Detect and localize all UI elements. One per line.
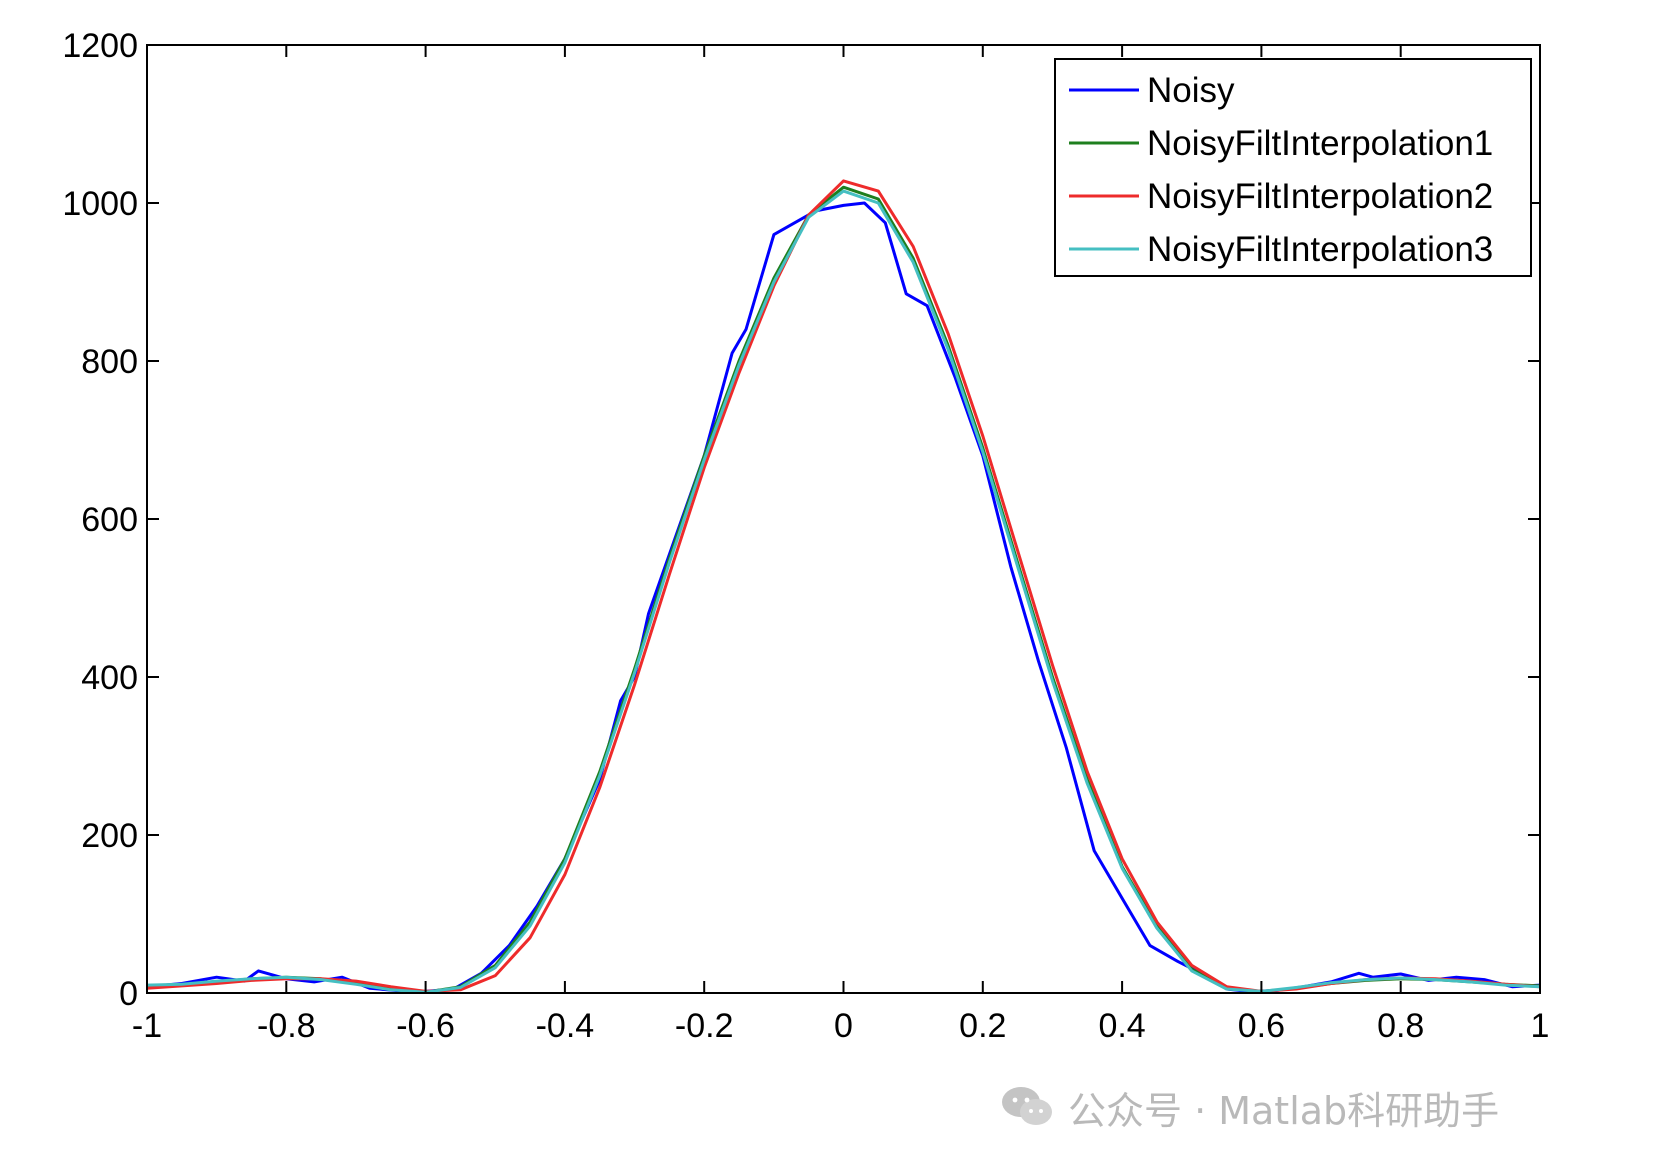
x-tick-label: 1	[1531, 1007, 1550, 1045]
watermark: 公众号 · Matlab科研助手	[1000, 1082, 1500, 1133]
series-layer	[146, 179, 1541, 994]
series-line-2	[146, 185, 1541, 994]
x-tick-label: 0.6	[1238, 1007, 1285, 1045]
legend: Noisy NoisyFiltInterpolation1 NoisyFiltInt…	[1054, 58, 1532, 277]
y-tick-label: 1200	[62, 27, 138, 65]
y-tick-label: 400	[81, 659, 138, 697]
y-tick-label: 1000	[62, 185, 138, 223]
legend-label: NoisyFiltInterpolation3	[1147, 230, 1493, 269]
x-tick-label: -1	[132, 1007, 162, 1045]
wechat-icon	[1002, 1087, 1052, 1125]
y-tick-label: 200	[81, 817, 138, 855]
x-tick-label: 0.4	[1098, 1007, 1145, 1045]
x-tick-label: 0.2	[959, 1007, 1006, 1045]
y-tick-label: 0	[119, 975, 138, 1013]
ticks-layer: -1 -0.8 -0.6 -0.4 -0.2 0 0.2 0.4 0.6 0.8 1 0 200 400 6…	[62, 27, 1549, 1045]
y-tick-label: 800	[81, 343, 138, 381]
x-tick-label: -0.6	[396, 1007, 455, 1045]
series-line-3	[146, 179, 1541, 993]
x-tick-label: -0.8	[257, 1007, 316, 1045]
x-tick-label: -0.4	[536, 1007, 595, 1045]
y-tick-label: 600	[81, 501, 138, 539]
legend-label: NoisyFiltInterpolation1	[1147, 124, 1493, 163]
legend-label: Noisy	[1147, 71, 1235, 110]
series-line-1	[146, 201, 1541, 993]
x-tick-label: 0.8	[1377, 1007, 1424, 1045]
x-tick-label: 0	[834, 1007, 853, 1045]
legend-label: NoisyFiltInterpolation2	[1147, 177, 1493, 216]
x-tick-label: -0.2	[675, 1007, 734, 1045]
series-line-4	[146, 189, 1541, 994]
legend-box	[1054, 58, 1532, 277]
watermark-text: 公众号 · Matlab科研助手	[1068, 1088, 1500, 1133]
